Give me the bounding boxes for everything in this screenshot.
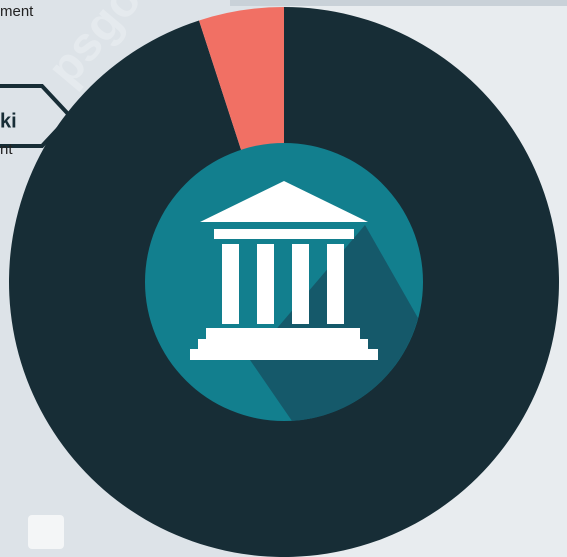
step — [198, 339, 368, 349]
pot — [28, 515, 64, 549]
heading: ki — [0, 110, 17, 132]
column — [292, 244, 309, 324]
roof — [200, 181, 368, 222]
top-label: ment — [0, 3, 34, 20]
top-strip — [230, 0, 567, 6]
beam — [214, 229, 354, 239]
bank-icon — [190, 181, 378, 360]
column — [257, 244, 274, 324]
sub-label: nt — [0, 141, 13, 158]
step — [190, 349, 378, 360]
column — [327, 244, 344, 324]
column — [222, 244, 239, 324]
step — [206, 328, 360, 339]
